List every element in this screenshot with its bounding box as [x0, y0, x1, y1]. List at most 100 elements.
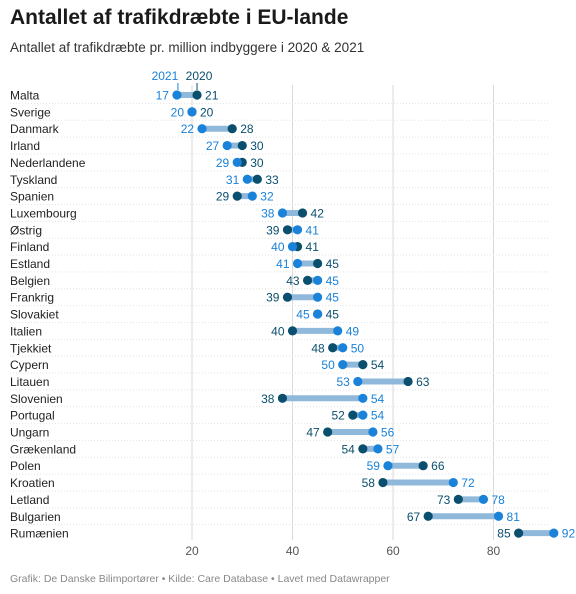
dot-2020	[358, 360, 368, 370]
x-tick-label: 40	[286, 544, 300, 558]
value-label-2021: 45	[326, 291, 340, 305]
dot-2021	[358, 410, 368, 420]
value-label-2020: 30	[250, 139, 264, 153]
category-label: Italien	[10, 324, 42, 338]
dot-2021	[292, 225, 303, 235]
dot-2020	[313, 258, 323, 269]
chart-subtitle: Antallet af trafikdræbte pr. million ind…	[10, 40, 365, 55]
dot-2020	[297, 208, 308, 218]
dot-2020	[328, 343, 338, 353]
value-label-2020: 21	[205, 89, 219, 103]
legend-2020: 2020	[186, 69, 213, 83]
dot-2020	[302, 275, 313, 285]
category-label: Estland	[10, 257, 50, 271]
value-label-2020: 85	[497, 527, 511, 541]
chart-footer: Grafik: De Danske Bilimportører • Kilde:…	[10, 573, 390, 585]
value-label-2021: 54	[371, 392, 385, 406]
dot-2021	[313, 309, 323, 319]
category-label: Danmark	[10, 122, 60, 136]
dot-2021	[368, 427, 378, 437]
x-tick-label: 60	[386, 544, 400, 558]
category-label: Tjekkiet	[10, 341, 52, 355]
value-label-2020: 39	[266, 223, 280, 237]
value-label-2020: 30	[250, 156, 264, 170]
category-label: Tyskland	[10, 173, 57, 187]
category-label: Rumænien	[10, 527, 69, 541]
value-label-2020: 47	[306, 426, 320, 440]
category-label: Nederlandene	[10, 156, 86, 170]
value-label-2021: 78	[491, 493, 505, 507]
dot-2021	[448, 477, 458, 488]
value-label-2021: 22	[181, 122, 195, 136]
value-label-2020: 33	[265, 173, 279, 187]
legend-2021: 2021	[152, 69, 179, 83]
dot-2020	[227, 124, 237, 134]
dot-2020	[237, 140, 247, 151]
category-label: Finland	[10, 240, 49, 254]
value-label-2020: 58	[362, 476, 376, 490]
value-label-2020: 52	[331, 409, 345, 423]
value-label-2020: 73	[437, 493, 451, 507]
dot-2021	[478, 494, 489, 504]
category-label: Slovenien	[10, 392, 63, 406]
dot-2020	[282, 225, 293, 235]
dot-2020	[323, 427, 333, 437]
dot-2021	[232, 157, 242, 167]
dot-2020	[232, 191, 242, 201]
category-label: Frankrig	[10, 291, 54, 305]
category-label: Spanien	[10, 190, 54, 204]
category-label: Litauen	[10, 375, 49, 389]
dot-2020	[378, 477, 388, 488]
value-label-2020: 29	[216, 190, 230, 204]
value-label-2021: 50	[321, 358, 335, 372]
value-label-2021: 50	[351, 341, 365, 355]
value-label-2021: 41	[306, 223, 320, 237]
category-label: Grækenland	[10, 442, 76, 456]
dot-2021	[338, 360, 348, 370]
dot-2021	[187, 107, 197, 117]
category-label: Østrig	[10, 223, 42, 237]
dot-2021	[549, 528, 559, 538]
category-label: Luxembourg	[10, 206, 77, 220]
dot-2020	[418, 461, 428, 471]
value-label-2020: 54	[341, 442, 355, 456]
value-label-2021: 40	[271, 240, 285, 254]
dot-2021	[292, 258, 303, 269]
value-label-2021: 72	[461, 476, 475, 490]
dot-2021	[358, 393, 368, 403]
dot-2020	[277, 393, 288, 403]
dot-2021	[373, 444, 383, 454]
value-label-2021: 53	[336, 375, 350, 389]
category-label: Cypern	[10, 358, 49, 372]
value-label-2021: 31	[226, 173, 240, 187]
value-label-2020: 42	[311, 206, 325, 220]
dot-2020	[252, 174, 262, 184]
category-label: Irland	[10, 139, 40, 153]
dot-2021	[313, 292, 323, 302]
value-label-2021: 20	[171, 105, 185, 119]
value-label-2021: 41	[276, 257, 290, 271]
value-label-2021: 49	[346, 324, 360, 338]
value-label-2021: 29	[216, 156, 230, 170]
category-label: Portugal	[10, 409, 55, 423]
chart-title: Antallet af trafikdræbte i EU-lande	[10, 6, 349, 29]
value-label-2021: 27	[206, 139, 220, 153]
value-label-2021: 54	[371, 409, 385, 423]
value-label-2020: 43	[286, 274, 300, 288]
category-label: Bulgarien	[10, 510, 61, 524]
value-label-2020: 39	[266, 291, 280, 305]
category-label: Slovakiet	[10, 308, 59, 322]
dot-2020	[358, 444, 368, 454]
dot-2021	[277, 208, 288, 218]
dot-2020	[348, 410, 358, 420]
value-label-2020: 67	[407, 510, 421, 524]
dot-2021	[197, 124, 207, 134]
value-label-2021: 45	[326, 274, 340, 288]
dot-2021	[493, 511, 504, 521]
value-label-2020: 28	[240, 122, 254, 136]
value-label-2021: 81	[507, 510, 521, 524]
value-label-2021: 32	[260, 190, 274, 204]
value-label-2021: 57	[386, 442, 400, 456]
value-label-2020: 48	[311, 341, 325, 355]
